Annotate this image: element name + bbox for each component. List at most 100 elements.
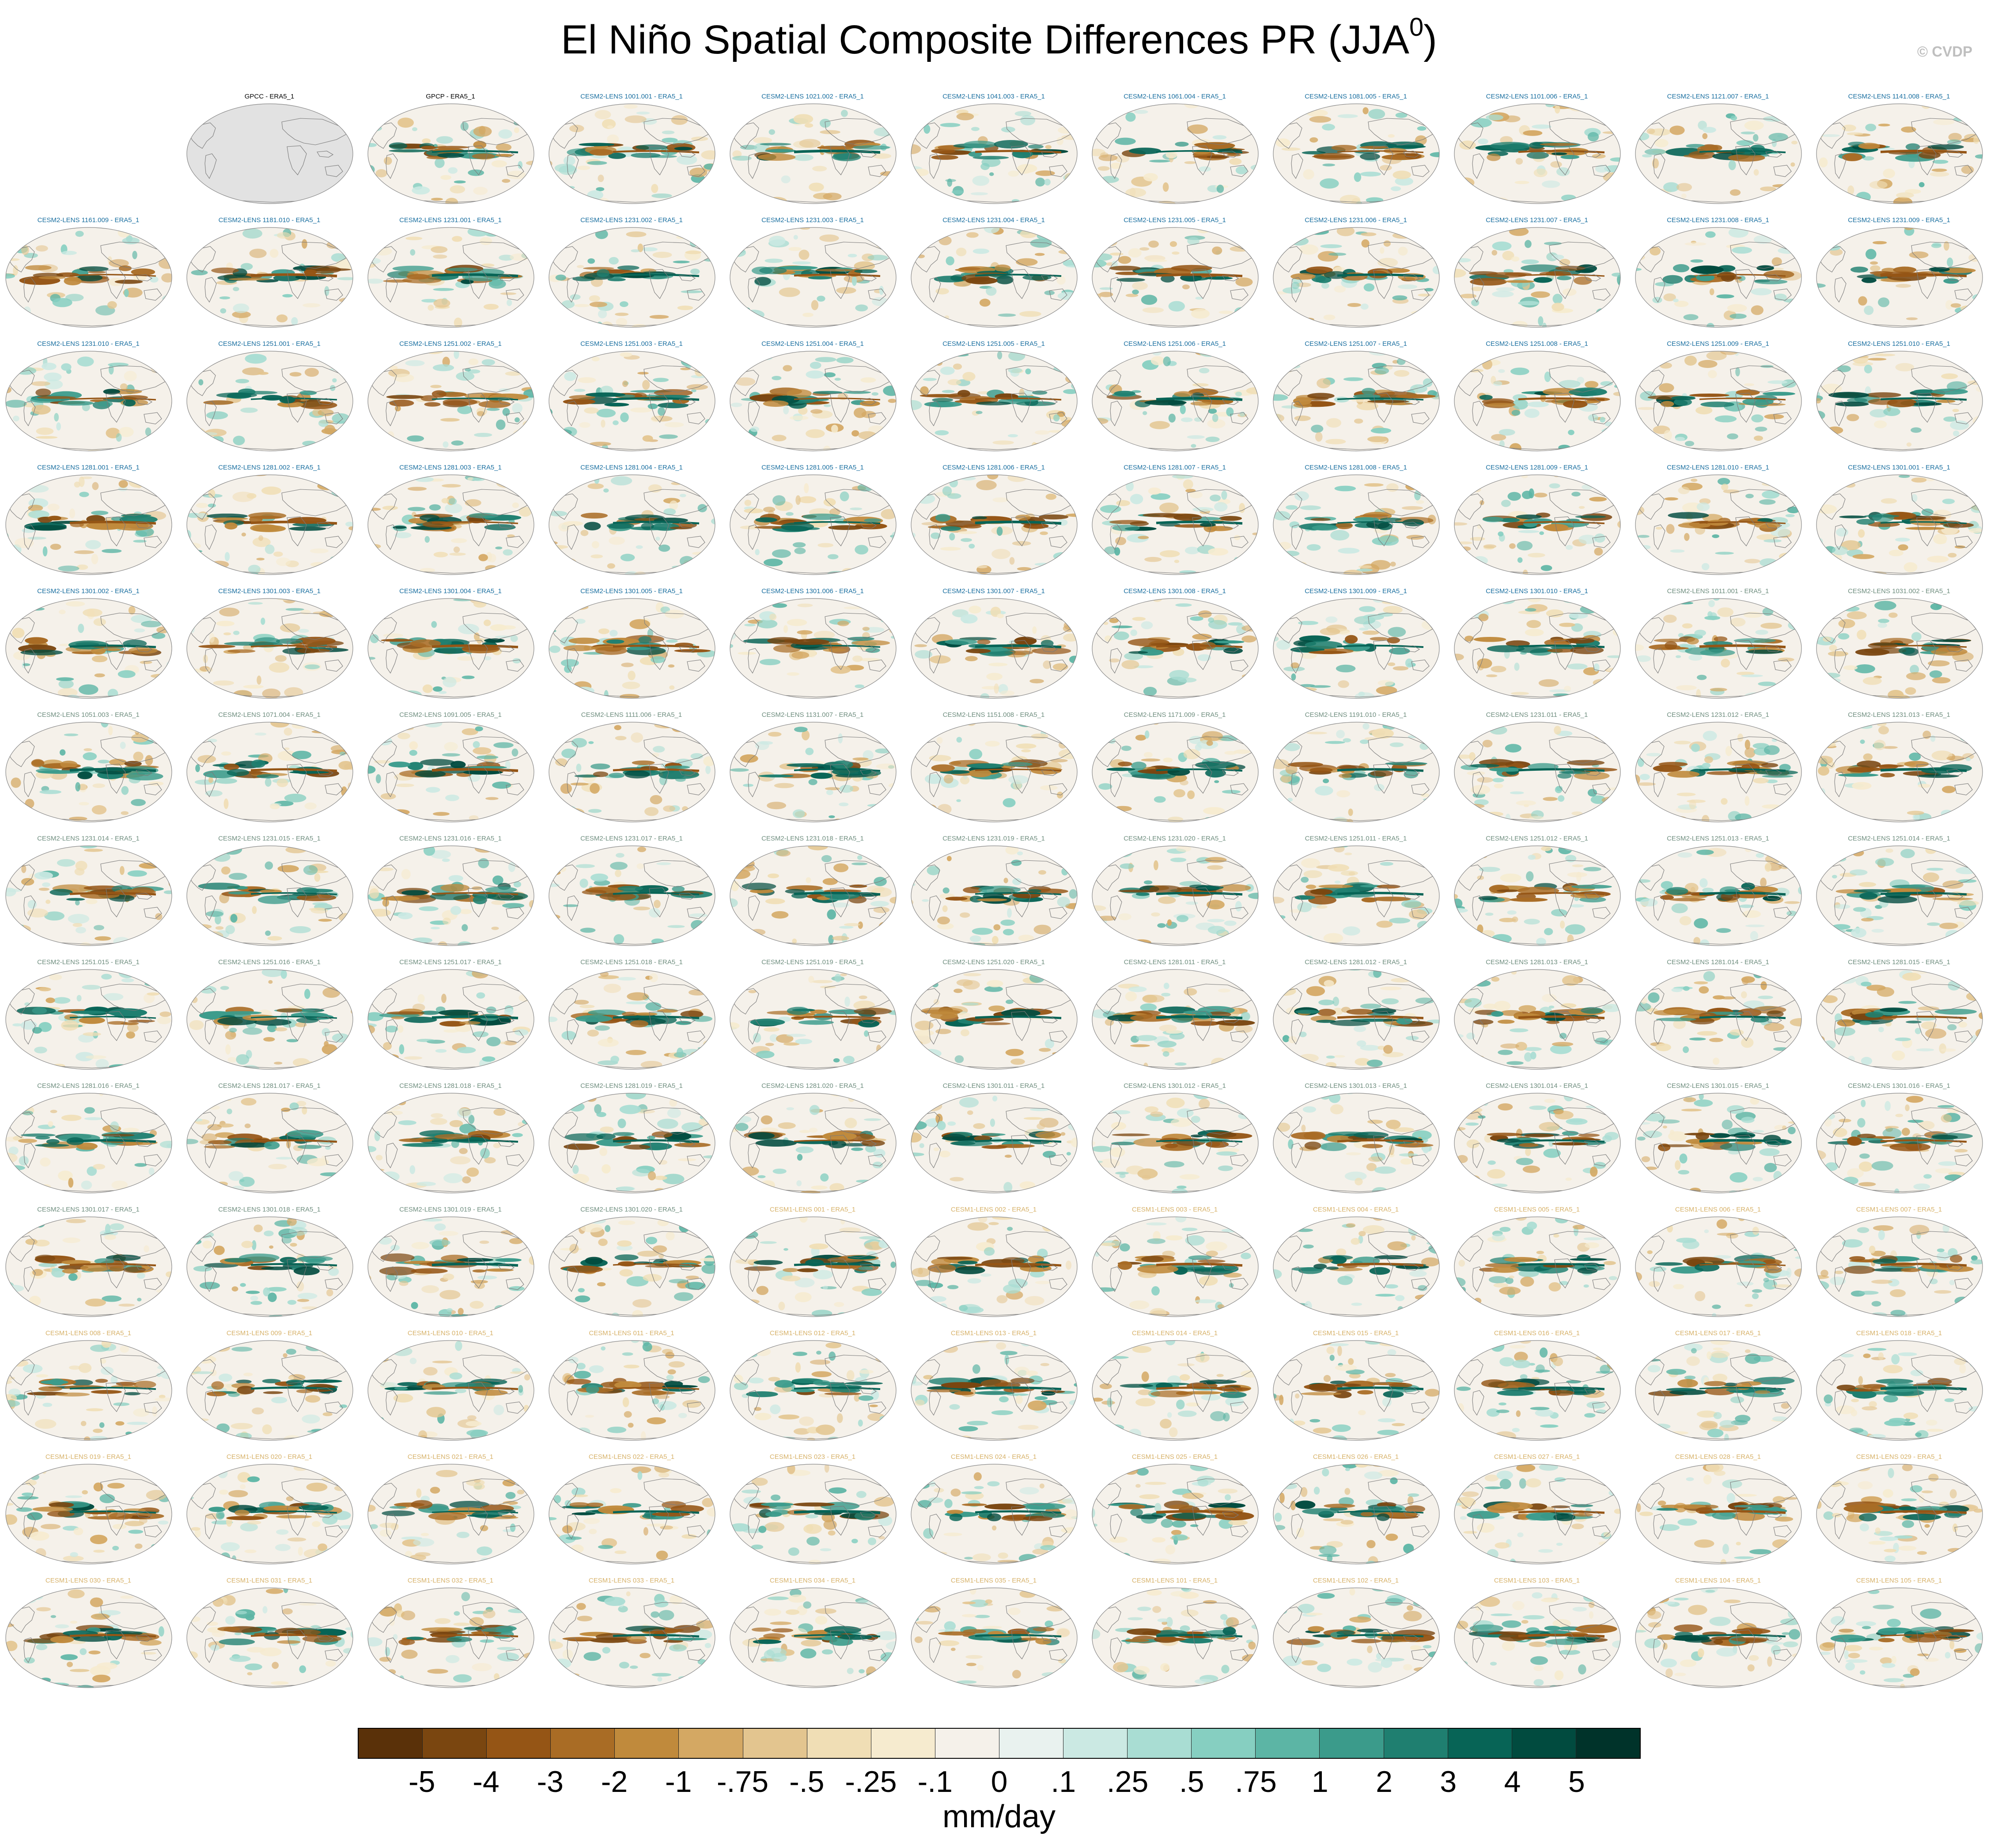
panel-title: CESM2-LENS 1251.007 - ERA5_1	[1305, 340, 1407, 348]
colorbar-swatch	[615, 1729, 679, 1758]
robinson-map	[911, 969, 1078, 1070]
colorbar-tick-label: -.1	[917, 1765, 953, 1799]
colorbar-tick-label: -1	[665, 1765, 692, 1799]
robinson-map	[1092, 845, 1259, 946]
robinson-map	[1635, 1216, 1802, 1317]
robinson-map	[1273, 722, 1440, 822]
robinson-map	[1454, 722, 1621, 822]
panel-title: CESM1-LENS 031 - ERA5_1	[226, 1577, 313, 1584]
panel-title: CESM2-LENS 1281.010 - ERA5_1	[1667, 464, 1769, 471]
panel-title: CESM2-LENS 1251.013 - ERA5_1	[1667, 835, 1769, 842]
robinson-map	[730, 1587, 897, 1688]
colorbar-labels: -5 -4 -3 -2 -1 -.75 -.5 -.25 -.1 0 .1 .25 .5 .75 1 2 3 4 5	[358, 1765, 1641, 1800]
panel-title: CESM2-LENS 1231.010 - ERA5_1	[37, 340, 140, 348]
map-panel: CESM1-LENS 031 - ERA5_1	[181, 1577, 358, 1696]
panel-title: CESM2-LENS 1301.005 - ERA5_1	[580, 587, 683, 595]
panel-title: CESM2-LENS 1091.005 - ERA5_1	[399, 711, 502, 719]
map-panel: CESM2-LENS 1231.002 - ERA5_1	[543, 216, 720, 336]
robinson-map	[1454, 1464, 1621, 1564]
map-panel: CESM2-LENS 1281.002 - ERA5_1	[181, 464, 358, 583]
map-panel: CESM1-LENS 005 - ERA5_1	[1449, 1206, 1625, 1325]
robinson-map	[186, 227, 353, 328]
colorbar-tick-label: -.25	[845, 1765, 897, 1799]
robinson-map	[186, 1340, 353, 1441]
map-panel: CESM1-LENS 012 - ERA5_1	[724, 1329, 901, 1449]
robinson-map	[911, 845, 1078, 946]
robinson-map	[1273, 1216, 1440, 1317]
map-panel: CESM1-LENS 013 - ERA5_1	[905, 1329, 1082, 1449]
colorbar	[358, 1728, 1641, 1759]
robinson-map	[186, 598, 353, 699]
map-panel: CESM2-LENS 1281.020 - ERA5_1	[724, 1082, 901, 1201]
map-panel: CESM2-LENS 1101.006 - ERA5_1	[1449, 93, 1625, 212]
map-panel: CESM2-LENS 1251.004 - ERA5_1	[724, 340, 901, 459]
robinson-map	[1635, 845, 1802, 946]
robinson-map	[1092, 351, 1259, 451]
robinson-map	[911, 1340, 1078, 1441]
map-panel: CESM2-LENS 1301.016 - ERA5_1	[1811, 1082, 1987, 1201]
map-panel: CESM1-LENS 007 - ERA5_1	[1811, 1206, 1987, 1325]
map-panel: CESM2-LENS 1281.001 - ERA5_1	[0, 464, 177, 583]
panel-title: CESM2-LENS 1161.009 - ERA5_1	[37, 216, 140, 224]
map-panel: CESM1-LENS 011 - ERA5_1	[543, 1329, 720, 1449]
robinson-map	[1092, 1340, 1259, 1441]
map-panel: CESM2-LENS 1301.005 - ERA5_1	[543, 587, 720, 707]
robinson-map	[1092, 474, 1259, 575]
map-panel: CESM2-LENS 1161.009 - ERA5_1	[0, 216, 177, 336]
map-panel: CESM2-LENS 1131.007 - ERA5_1	[724, 711, 901, 830]
map-panel: CESM2-LENS 1281.005 - ERA5_1	[724, 464, 901, 583]
map-panel: CESM2-LENS 1231.007 - ERA5_1	[1449, 216, 1625, 336]
map-panel: CESM1-LENS 029 - ERA5_1	[1811, 1453, 1987, 1572]
robinson-map	[730, 474, 897, 575]
title-superscript: 0	[1409, 13, 1424, 42]
cvdp-credit: © CVDP	[1917, 43, 1972, 60]
map-panel: CESM1-LENS 006 - ERA5_1	[1630, 1206, 1806, 1325]
robinson-map	[911, 351, 1078, 451]
map-panel: CESM2-LENS 1301.001 - ERA5_1	[1811, 464, 1987, 583]
robinson-map	[730, 1216, 897, 1317]
robinson-map	[549, 598, 715, 699]
panel-title: CESM1-LENS 101 - ERA5_1	[1131, 1577, 1218, 1584]
robinson-map	[911, 103, 1078, 204]
colorbar-units: mm/day	[942, 1799, 1056, 1834]
robinson-map	[1454, 1216, 1621, 1317]
robinson-map	[549, 722, 715, 822]
robinson-map	[730, 598, 897, 699]
panel-title: CESM2-LENS 1281.012 - ERA5_1	[1305, 958, 1407, 966]
panel-title: CESM2-LENS 1171.009 - ERA5_1	[1124, 711, 1226, 719]
panel-title: GPCC - ERA5_1	[244, 93, 295, 100]
map-panel: CESM2-LENS 1061.004 - ERA5_1	[1086, 93, 1263, 212]
panel-title: CESM2-LENS 1301.011 - ERA5_1	[942, 1082, 1045, 1090]
robinson-map	[186, 1464, 353, 1564]
panel-title: CESM1-LENS 028 - ERA5_1	[1675, 1453, 1761, 1461]
map-panel: CESM2-LENS 1281.006 - ERA5_1	[905, 464, 1082, 583]
panel-title: CESM2-LENS 1301.003 - ERA5_1	[218, 587, 321, 595]
panel-title: CESM1-LENS 104 - ERA5_1	[1675, 1577, 1761, 1584]
robinson-map	[367, 474, 534, 575]
map-panel: CESM1-LENS 023 - ERA5_1	[724, 1453, 901, 1572]
panel-title: CESM2-LENS 1231.020 - ERA5_1	[1124, 835, 1226, 842]
robinson-map	[1273, 474, 1440, 575]
robinson-map	[549, 474, 715, 575]
robinson-map	[549, 845, 715, 946]
robinson-map	[1273, 1464, 1440, 1564]
map-panel: CESM2-LENS 1301.019 - ERA5_1	[362, 1206, 539, 1325]
map-panel: CESM2-LENS 1021.002 - ERA5_1	[724, 93, 901, 212]
panel-title: CESM2-LENS 1301.007 - ERA5_1	[942, 587, 1045, 595]
robinson-map	[911, 1587, 1078, 1688]
panel-title: CESM2-LENS 1121.007 - ERA5_1	[1667, 93, 1769, 100]
colorbar-swatch	[743, 1729, 807, 1758]
panel-title: CESM2-LENS 1301.001 - ERA5_1	[1848, 464, 1950, 471]
panel-title: CESM2-LENS 1251.001 - ERA5_1	[218, 340, 321, 348]
map-panel: CESM2-LENS 1251.018 - ERA5_1	[543, 958, 720, 1078]
panel-title: CESM2-LENS 1251.019 - ERA5_1	[761, 958, 864, 966]
robinson-map	[911, 474, 1078, 575]
panel-title: CESM2-LENS 1251.014 - ERA5_1	[1848, 835, 1950, 842]
robinson-map	[911, 598, 1078, 699]
robinson-map	[186, 351, 353, 451]
robinson-map	[367, 1587, 534, 1688]
robinson-map	[1635, 227, 1802, 328]
map-panel: CESM2-LENS 1281.008 - ERA5_1	[1268, 464, 1444, 583]
robinson-map	[1273, 845, 1440, 946]
map-panel: CESM2-LENS 1031.002 - ERA5_1	[1811, 587, 1987, 707]
